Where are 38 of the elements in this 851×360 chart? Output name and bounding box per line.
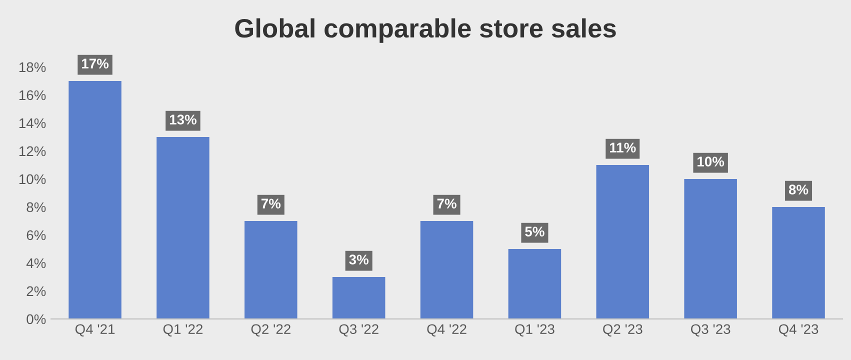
- data-label: 5%: [525, 226, 544, 236]
- x-tick-label: Q4 '21: [75, 324, 115, 337]
- y-tick-label: 8%: [26, 202, 46, 212]
- y-tick-label: 10%: [19, 174, 46, 184]
- bar: [508, 248, 562, 319]
- y-tick-label: 18%: [19, 62, 46, 72]
- bar: [772, 206, 825, 319]
- y-tick-label: 6%: [26, 230, 46, 240]
- x-tick-label: Q2 '22: [251, 324, 290, 337]
- data-label: 17%: [82, 58, 109, 68]
- bar: [68, 80, 122, 319]
- bar: [420, 220, 474, 319]
- data-label: 10%: [698, 156, 724, 166]
- data-label: 8%: [788, 184, 808, 194]
- y-tick-label: 12%: [19, 146, 46, 156]
- y-tick-label: 0%: [26, 314, 46, 324]
- y-tick-label: 16%: [19, 90, 46, 100]
- bar: [156, 136, 210, 319]
- data-label: 3%: [349, 254, 369, 265]
- y-tick-label: 14%: [19, 118, 46, 128]
- y-tick-label: 4%: [26, 258, 46, 268]
- x-tick-label: Q1 '23: [515, 324, 554, 337]
- bar: [244, 220, 298, 319]
- x-tick-label: Q3 '22: [339, 324, 378, 337]
- bar: [596, 164, 650, 319]
- x-tick-label: Q4 '23: [778, 324, 818, 337]
- data-label: 13%: [170, 114, 196, 125]
- x-tick-label: Q1 '22: [163, 324, 203, 337]
- data-label: 7%: [437, 198, 456, 208]
- data-label: 7%: [261, 198, 281, 208]
- bar: [684, 178, 737, 319]
- data-label: 11%: [610, 142, 636, 152]
- bar: [332, 276, 386, 319]
- y-tick-label: 2%: [26, 286, 46, 296]
- chart-title: Global comparable store sales: [235, 18, 616, 43]
- x-tick-label: Q2 '23: [603, 324, 642, 337]
- x-tick-label: Q3 '23: [691, 324, 730, 337]
- x-tick-label: Q4 '22: [427, 324, 466, 337]
